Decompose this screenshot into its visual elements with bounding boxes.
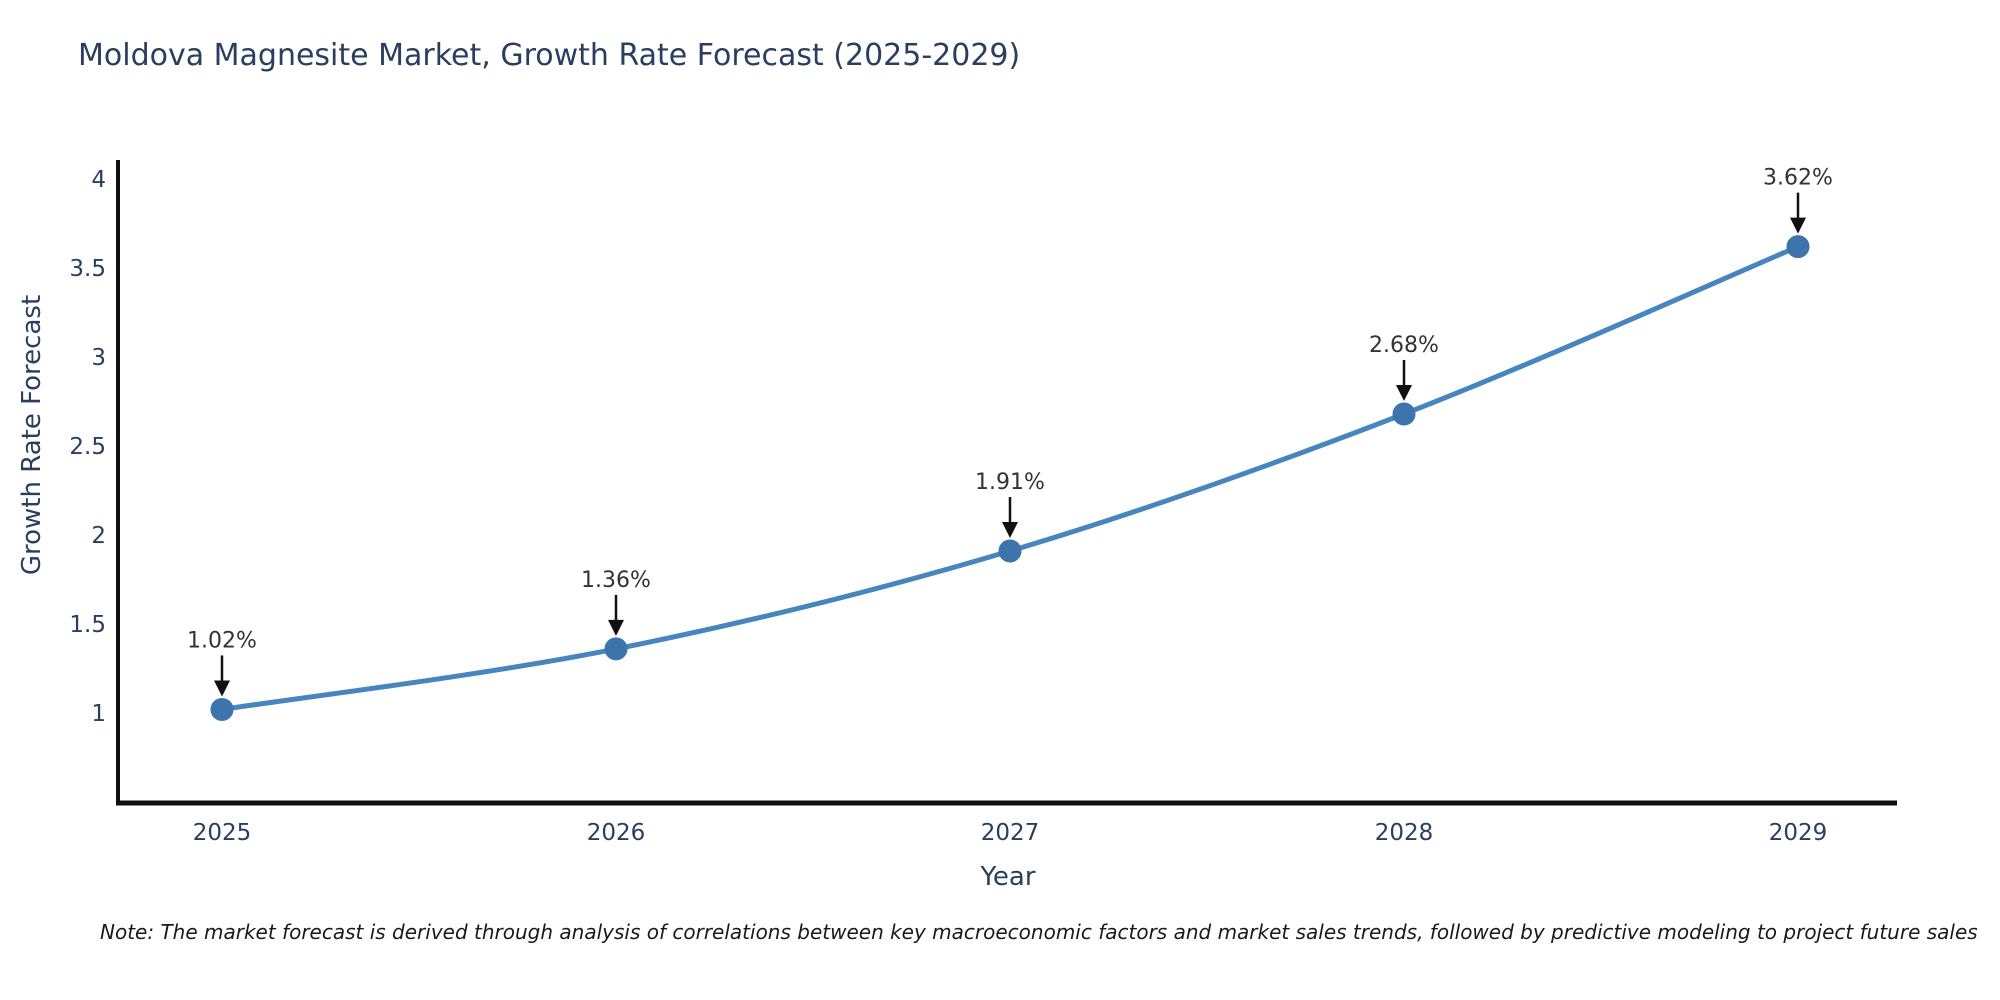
- data-point-marker: [998, 539, 1022, 563]
- y-tick-label: 3: [91, 345, 106, 371]
- data-point-marker: [210, 697, 234, 721]
- annotation-label: 1.36%: [581, 568, 651, 593]
- annotation-arrowhead: [1790, 217, 1806, 234]
- x-axis-title: Year: [980, 862, 1036, 892]
- x-tick-label: 2025: [193, 820, 252, 846]
- annotation-label: 2.68%: [1369, 333, 1439, 358]
- annotation-arrowhead: [1396, 384, 1412, 401]
- data-point-marker: [1786, 235, 1810, 259]
- y-tick-label: 2: [91, 523, 106, 549]
- chart-title: Moldova Magnesite Market, Growth Rate Fo…: [78, 38, 1021, 73]
- annotation-label: 1.02%: [187, 628, 257, 653]
- y-tick-label: 1.5: [69, 612, 106, 638]
- x-tick-label: 2028: [1375, 820, 1434, 846]
- annotation-arrowhead: [608, 619, 624, 636]
- x-tick-label: 2029: [1769, 820, 1828, 846]
- annotation-label: 3.62%: [1763, 166, 1833, 191]
- annotation-label: 1.91%: [975, 470, 1045, 495]
- annotation-arrowhead: [1002, 522, 1018, 539]
- x-tick-label: 2027: [981, 820, 1040, 846]
- data-point-marker: [1392, 402, 1416, 426]
- y-axis-title: Growth Rate Forecast: [17, 294, 47, 576]
- y-tick-label: 1: [91, 701, 106, 727]
- y-tick-label: 4: [91, 167, 106, 193]
- footnote: Note: The market forecast is derived thr…: [100, 920, 1978, 944]
- x-tick-label: 2026: [587, 820, 646, 846]
- data-point-marker: [604, 637, 628, 661]
- annotation-arrowhead: [214, 680, 230, 697]
- y-tick-label: 3.5: [69, 256, 106, 282]
- y-tick-label: 2.5: [69, 434, 106, 460]
